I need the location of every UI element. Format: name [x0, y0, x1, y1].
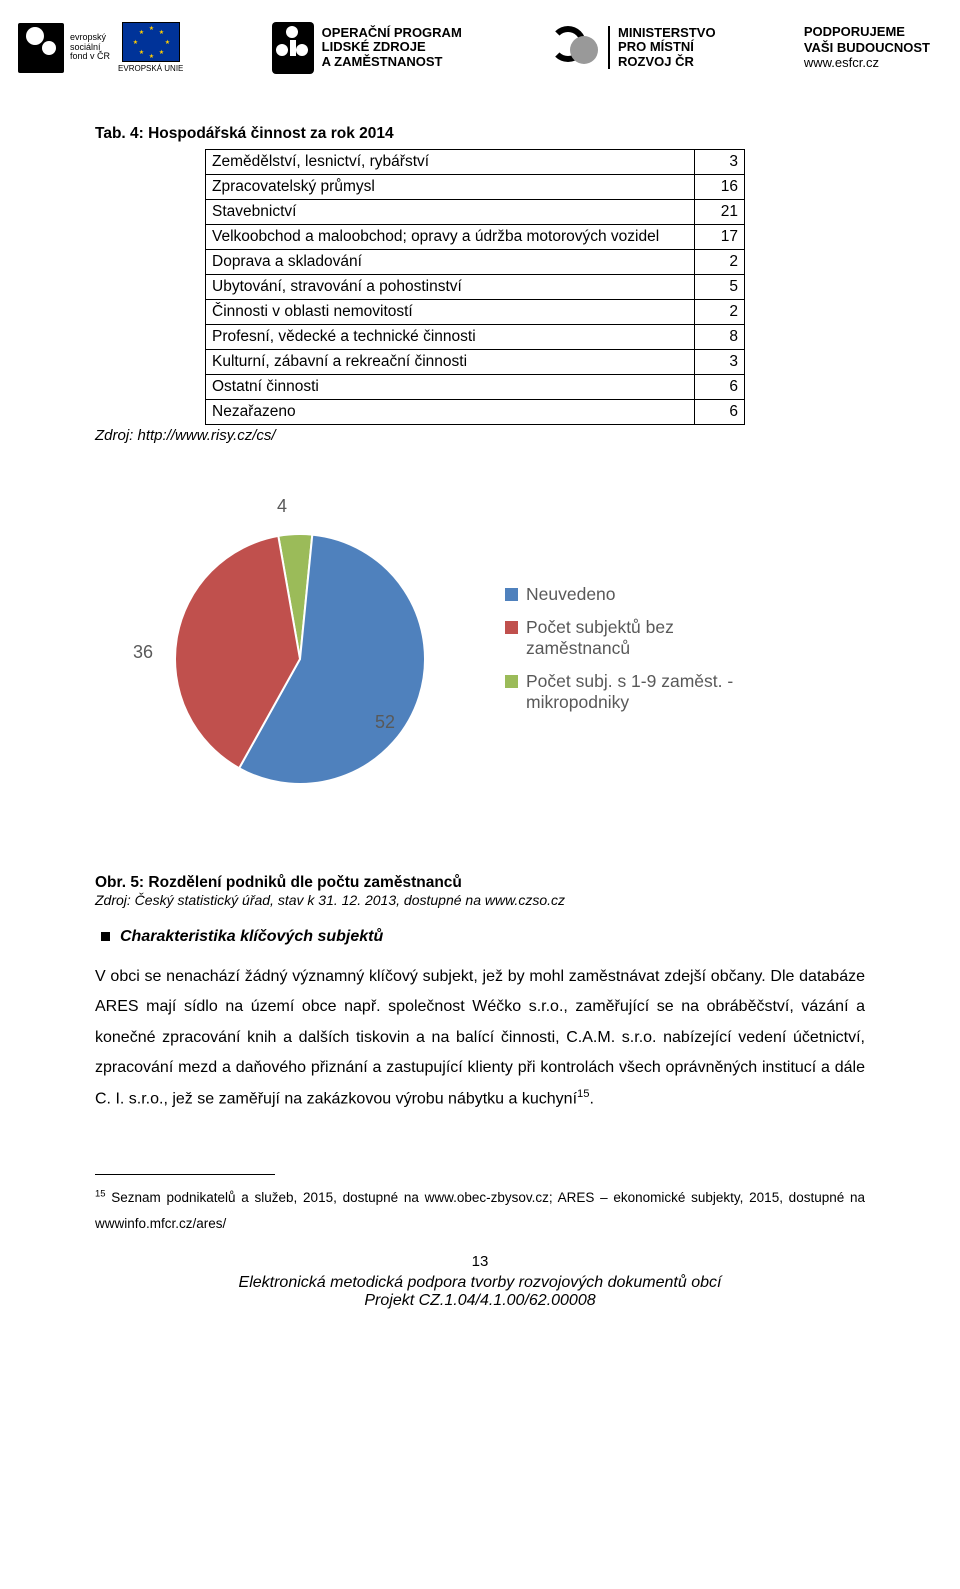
footnote: 15 Seznam podnikatelů a služeb, 2015, do… [95, 1185, 865, 1236]
table-cell-value: 3 [695, 350, 745, 375]
pie-chart-wrap: 4 36 52 Neuvedeno Počet subjektů bez zamě… [135, 494, 865, 814]
table-cell-value: 5 [695, 275, 745, 300]
ministry-text: MINISTERSTVO PRO MÍSTNÍ ROZVOJ ČR [608, 26, 716, 69]
pod-line3: www.esfcr.cz [804, 55, 930, 71]
economic-activity-table: Zemědělství, lesnictví, rybářství3Zpraco… [205, 149, 745, 425]
table-title: Tab. 4: Hospodářská činnost za rok 2014 [95, 125, 865, 143]
table-cell-value: 3 [695, 150, 745, 175]
support-text: PODPORUJEME VAŠI BUDOUCNOST www.esfcr.cz [804, 24, 930, 71]
page-number: 13 [95, 1253, 865, 1270]
eu-flag-icon: ★ ★ ★ ★ ★ ★ ★ ★ [122, 22, 180, 62]
esf-logo: evropský sociální fond v ČR [18, 23, 110, 73]
pie-datalabel-52: 52 [375, 712, 395, 733]
table-row: Velkoobchod a maloobchod; opravy a údržb… [206, 225, 745, 250]
legend-item: Neuvedeno [505, 584, 765, 605]
table-cell-label: Zemědělství, lesnictví, rybářství [206, 150, 695, 175]
op-line1: OPERAČNÍ PROGRAM [322, 26, 462, 40]
table-cell-label: Velkoobchod a maloobchod; opravy a údržb… [206, 225, 695, 250]
bullet-text: Charakteristika klíčových subjektů [120, 928, 383, 946]
table-row: Zpracovatelský průmysl16 [206, 175, 745, 200]
pie-datalabel-4: 4 [277, 496, 287, 517]
bullet-item: Charakteristika klíčových subjektů [101, 926, 865, 946]
table-row: Kulturní, zábavní a rekreační činnosti3 [206, 350, 745, 375]
table-cell-value: 2 [695, 250, 745, 275]
pod-line2: VAŠI BUDOUCNOST [804, 40, 930, 56]
table-cell-value: 8 [695, 325, 745, 350]
min-line1: MINISTERSTVO [618, 26, 716, 40]
table-row: Činnosti v oblasti nemovitostí2 [206, 300, 745, 325]
legend-label: Počet subj. s 1-9 zaměst. - mikropodniky [526, 671, 765, 713]
footnote-marker: 15 [95, 1189, 106, 1200]
table-cell-label: Ostatní činnosti [206, 375, 695, 400]
paragraph-text: V obci se nenachází žádný významný klíčo… [95, 968, 865, 1107]
esf-icon [18, 23, 64, 73]
table-row: Doprava a skladování2 [206, 250, 745, 275]
table-row: Ubytování, stravování a pohostinství5 [206, 275, 745, 300]
header-logos: evropský sociální fond v ČR ★ ★ ★ ★ ★ ★ … [0, 0, 960, 95]
legend-swatch-icon [505, 588, 518, 601]
legend-label: Neuvedeno [526, 584, 616, 605]
esf-text: evropský sociální fond v ČR [70, 33, 110, 63]
legend-item: Počet subj. s 1-9 zaměst. - mikropodniky [505, 671, 765, 713]
footer-line1: Elektronická metodická podpora tvorby ro… [95, 1274, 865, 1292]
footnote-separator [95, 1174, 275, 1175]
table-cell-label: Nezařazeno [206, 400, 695, 425]
op-line3: A ZAMĚSTNANOST [322, 55, 462, 69]
ministry-icon [550, 26, 600, 68]
table-row: Ostatní činnosti6 [206, 375, 745, 400]
table-cell-label: Činnosti v oblasti nemovitostí [206, 300, 695, 325]
footnote-ref: 15 [577, 1088, 589, 1100]
ministry-logo: MINISTERSTVO PRO MÍSTNÍ ROZVOJ ČR [550, 26, 716, 69]
table-cell-value: 6 [695, 400, 745, 425]
pie-legend: Neuvedeno Počet subjektů bez zaměstnanců P… [505, 584, 765, 725]
table-row: Stavebnictví21 [206, 200, 745, 225]
figure-title: Obr. 5: Rozdělení podniků dle počtu zamě… [95, 874, 865, 892]
table-cell-value: 6 [695, 375, 745, 400]
table-cell-label: Stavebnictví [206, 200, 695, 225]
bullet-square-icon [101, 932, 110, 941]
figure-source: Zdroj: Český statistický úřad, stav k 31… [95, 892, 865, 908]
table-cell-label: Profesní, vědecké a technické činnosti [206, 325, 695, 350]
pie-svg [135, 494, 475, 814]
eu-logo: ★ ★ ★ ★ ★ ★ ★ ★ EVROPSKÁ UNIE [118, 22, 183, 73]
op-icon [272, 22, 314, 74]
eu-label: EVROPSKÁ UNIE [118, 64, 183, 73]
op-text: OPERAČNÍ PROGRAM LIDSKÉ ZDROJE A ZAMĚSTN… [322, 26, 462, 69]
table-row: Profesní, vědecké a technické činnosti8 [206, 325, 745, 350]
table-row: Zemědělství, lesnictví, rybářství3 [206, 150, 745, 175]
table-cell-label: Doprava a skladování [206, 250, 695, 275]
table-source: Zdroj: http://www.risy.cz/cs/ [95, 427, 865, 444]
footer-line2: Projekt CZ.1.04/4.1.00/62.00008 [95, 1292, 865, 1310]
table-cell-value: 16 [695, 175, 745, 200]
table-cell-label: Kulturní, zábavní a rekreační činnosti [206, 350, 695, 375]
pie-chart: 4 36 52 [135, 494, 475, 814]
table-cell-label: Zpracovatelský průmysl [206, 175, 695, 200]
legend-swatch-icon [505, 675, 518, 688]
legend-label: Počet subjektů bez zaměstnanců [526, 617, 765, 659]
footnote-text: Seznam podnikatelů a služeb, 2015, dostu… [95, 1190, 865, 1231]
legend-swatch-icon [505, 621, 518, 634]
table-cell-value: 17 [695, 225, 745, 250]
table-cell-value: 2 [695, 300, 745, 325]
min-line3: ROZVOJ ČR [618, 55, 716, 69]
legend-item: Počet subjektů bez zaměstnanců [505, 617, 765, 659]
table-row: Nezařazeno6 [206, 400, 745, 425]
op-line2: LIDSKÉ ZDROJE [322, 40, 462, 54]
op-logo: OPERAČNÍ PROGRAM LIDSKÉ ZDROJE A ZAMĚSTN… [272, 22, 462, 74]
pod-line1: PODPORUJEME [804, 24, 930, 40]
pie-datalabel-36: 36 [133, 642, 153, 663]
paragraph-period: . [589, 1090, 593, 1107]
table-cell-label: Ubytování, stravování a pohostinství [206, 275, 695, 300]
body-paragraph: V obci se nenachází žádný významný klíčo… [95, 962, 865, 1114]
esf-line3: fond v ČR [70, 52, 110, 62]
min-line2: PRO MÍSTNÍ [618, 40, 716, 54]
table-cell-value: 21 [695, 200, 745, 225]
esf-eu-logo-group: evropský sociální fond v ČR ★ ★ ★ ★ ★ ★ … [18, 22, 183, 73]
